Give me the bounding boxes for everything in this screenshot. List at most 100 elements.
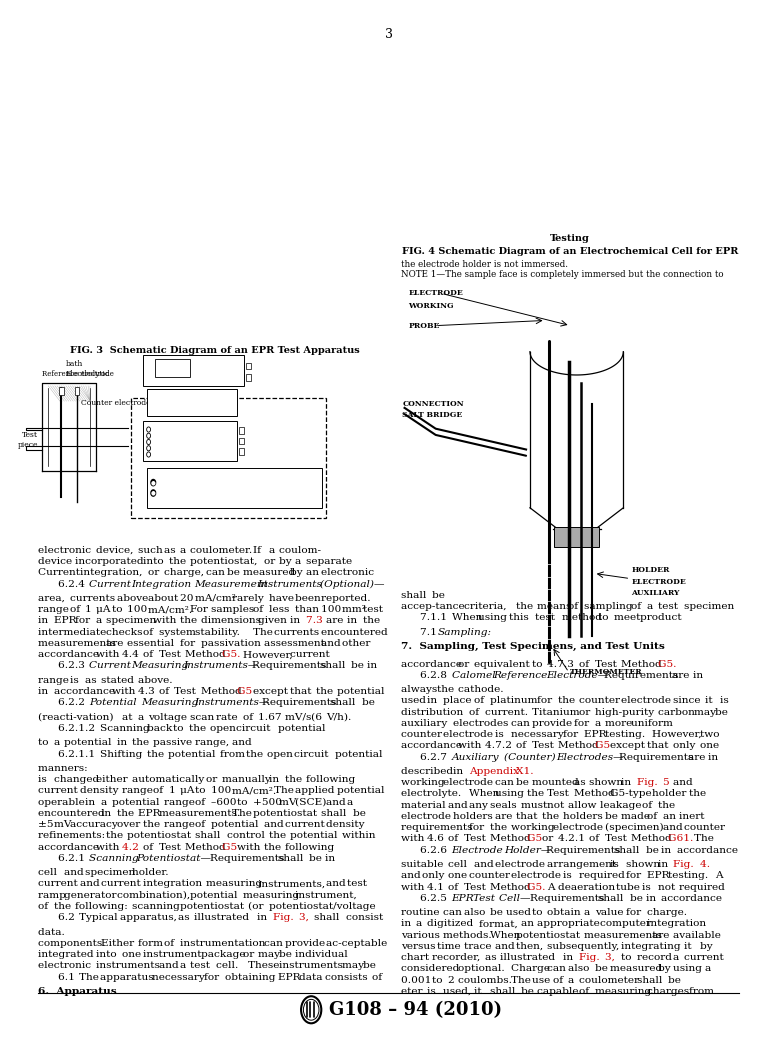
Text: shall: shall	[320, 661, 349, 670]
Text: capable: capable	[537, 987, 582, 996]
Text: Requirements: Requirements	[251, 661, 329, 670]
Text: using: using	[478, 613, 510, 623]
Text: applied: applied	[295, 786, 338, 795]
Text: meet: meet	[614, 613, 644, 623]
Text: material: material	[401, 801, 449, 810]
Text: Recorder: Recorder	[170, 399, 213, 406]
Text: Method: Method	[490, 835, 534, 843]
Text: The: The	[694, 835, 717, 843]
Text: criteria,: criteria,	[464, 602, 510, 611]
Text: into: into	[143, 557, 167, 566]
Text: following: following	[306, 776, 358, 784]
Text: shown: shown	[626, 860, 664, 869]
Text: of: of	[579, 987, 592, 996]
Text: carbon: carbon	[657, 708, 698, 716]
Text: current: current	[101, 880, 144, 888]
Text: of: of	[69, 605, 83, 614]
Text: this: this	[510, 613, 532, 623]
Text: and: and	[663, 823, 686, 832]
Text: Fig.: Fig.	[636, 779, 661, 787]
Text: with: with	[96, 651, 123, 659]
Text: 100: 100	[128, 605, 151, 614]
Text: Test: Test	[464, 835, 489, 843]
Text: Test: Test	[605, 835, 630, 843]
Text: electronic: electronic	[321, 568, 378, 578]
Text: one: one	[448, 871, 471, 881]
Text: in: in	[427, 696, 440, 706]
Text: of: of	[552, 975, 566, 985]
Text: required: required	[678, 883, 727, 891]
Text: the: the	[363, 616, 384, 626]
Text: 1: 1	[169, 786, 179, 795]
Text: is: is	[69, 676, 82, 685]
Text: shall: shall	[490, 987, 519, 996]
Text: passivation: passivation	[201, 639, 264, 648]
Text: obtaining: obtaining	[226, 972, 279, 982]
Text: apparatus,: apparatus,	[121, 913, 180, 922]
Text: and: and	[495, 942, 518, 950]
Text: ELECTRODE: ELECTRODE	[631, 578, 686, 585]
Text: an: an	[306, 568, 322, 578]
Text: Calomel: Calomel	[451, 670, 499, 680]
Text: is: is	[563, 871, 575, 881]
Text: necessary: necessary	[511, 730, 567, 739]
Text: Sampling:: Sampling:	[437, 628, 491, 637]
Text: available: available	[673, 931, 724, 940]
Text: electronic: electronic	[38, 545, 95, 555]
Text: ●: ●	[151, 480, 156, 485]
Text: be: be	[646, 845, 662, 855]
Text: as: as	[573, 779, 589, 787]
Text: 6.  Apparatus: 6. Apparatus	[38, 987, 117, 996]
Text: NOTE 1—The sample face is completely immersed but the connection to: NOTE 1—The sample face is completely imm…	[401, 271, 724, 279]
Text: of: of	[632, 602, 645, 611]
Text: in: in	[325, 854, 338, 863]
Text: potential: potential	[289, 832, 341, 840]
Text: counter: counter	[401, 730, 445, 739]
Text: by: by	[657, 964, 674, 973]
FancyBboxPatch shape	[143, 355, 244, 386]
Text: above.: above.	[138, 676, 176, 685]
Text: 6.2.7: 6.2.7	[420, 753, 450, 762]
Text: can: can	[495, 779, 517, 787]
Text: rate: rate	[216, 713, 241, 721]
Text: means: means	[537, 602, 575, 611]
Text: or: or	[206, 776, 220, 784]
Text: checks: checks	[107, 628, 146, 637]
Text: 3,: 3,	[605, 954, 619, 962]
Text: 7.3: 7.3	[306, 616, 326, 626]
Text: is: is	[495, 730, 507, 739]
Text: a: a	[138, 713, 147, 721]
Text: electrodes: electrodes	[453, 719, 512, 728]
Text: as: as	[178, 913, 193, 922]
Text: either: either	[96, 776, 131, 784]
Text: V/h).: V/h).	[327, 713, 356, 721]
Text: potential: potential	[211, 820, 262, 829]
Text: bath: bath	[65, 360, 82, 367]
Text: 4.: 4.	[699, 860, 713, 869]
Text: place: place	[443, 696, 475, 706]
Text: be: be	[362, 699, 378, 707]
Text: not: not	[548, 801, 568, 810]
Text: Fig.: Fig.	[673, 860, 697, 869]
Text: or: or	[149, 568, 163, 578]
Text: package: package	[201, 950, 248, 959]
Text: not: not	[657, 883, 678, 891]
Text: Potential: Potential	[89, 699, 140, 707]
Text: in: in	[657, 860, 671, 869]
Text: 6.2.1.2: 6.2.1.2	[58, 723, 98, 733]
Text: accordance: accordance	[677, 845, 741, 855]
Text: separate: separate	[306, 557, 355, 566]
Text: data.: data.	[38, 928, 68, 937]
Text: and: and	[474, 860, 497, 869]
Text: Titanium: Titanium	[531, 708, 583, 716]
Text: shall: shall	[330, 699, 359, 707]
Text: measurements: measurements	[38, 639, 119, 648]
Text: can: can	[548, 964, 569, 973]
Text: electrode: electrode	[495, 860, 548, 869]
Text: SALT BRIDGE: SALT BRIDGE	[402, 411, 462, 420]
Text: it: it	[474, 987, 485, 996]
Text: consist: consist	[346, 913, 387, 922]
Text: Potentiostat—: Potentiostat—	[136, 854, 215, 863]
Text: Requirements: Requirements	[209, 854, 287, 863]
Text: 6.2.1.1: 6.2.1.1	[58, 750, 98, 759]
